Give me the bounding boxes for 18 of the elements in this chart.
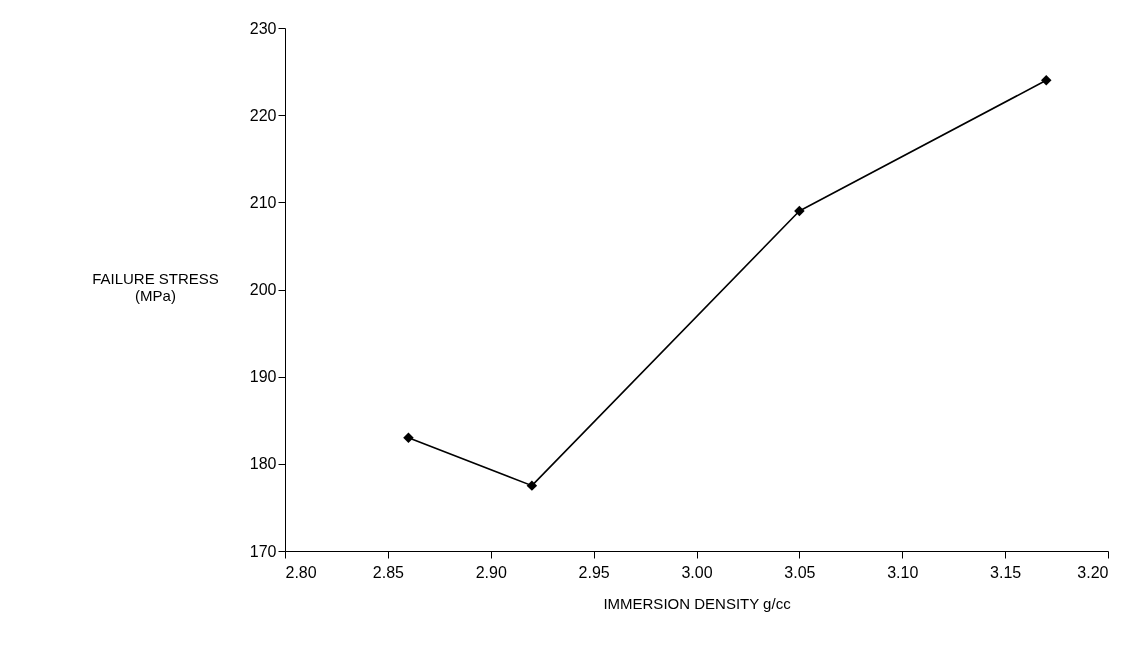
x-tick-label: 2.80 xyxy=(285,563,317,581)
x-tick-label: 3.20 xyxy=(1077,563,1109,581)
x-tick-label: 2.95 xyxy=(578,563,610,581)
y-tick-label: 200 xyxy=(249,281,277,298)
y-tick-label: 180 xyxy=(249,455,277,473)
x-tick-label: 3.00 xyxy=(681,563,713,581)
x-tick-label: 3.05 xyxy=(784,563,816,581)
y-tick-label: 210 xyxy=(249,193,277,211)
x-tick-label: 3.15 xyxy=(990,563,1022,581)
y-tick-label: 190 xyxy=(249,368,277,386)
y-tick-label: 220 xyxy=(249,106,277,124)
x-tick-label: 2.85 xyxy=(372,563,405,581)
y-tick-label: 170 xyxy=(249,542,277,560)
y-tick-label: 230 xyxy=(249,19,277,37)
x-tick-label: 2.90 xyxy=(475,563,507,581)
x-axis-title: IMMERSION DENSITY g/cc xyxy=(603,594,792,612)
y-axis-title: FAILURE STRESS (MPa) xyxy=(92,269,219,304)
x-tick-label: 3.10 xyxy=(887,563,919,581)
